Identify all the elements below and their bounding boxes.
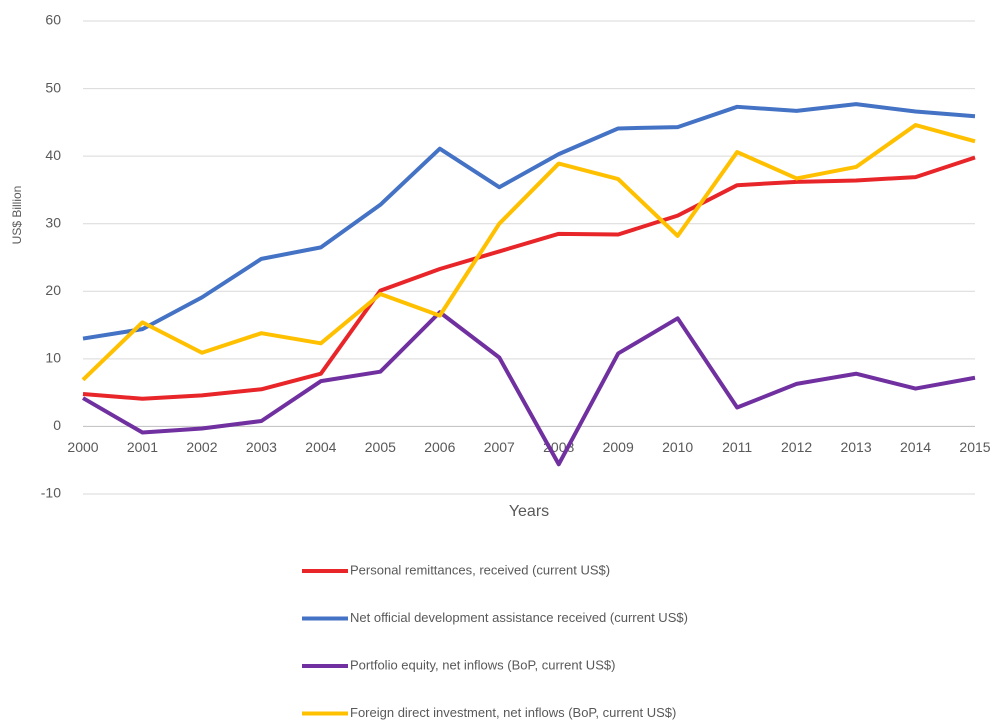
y-tick-label: 20 — [45, 282, 61, 298]
series-line — [81, 310, 976, 467]
x-tick-label: 2006 — [424, 439, 455, 455]
x-tick-label: 2007 — [484, 439, 515, 455]
legend-label: Portfolio equity, net inflows (BoP, curr… — [350, 657, 615, 672]
series-line — [82, 155, 976, 401]
x-tick-label: 2009 — [603, 439, 634, 455]
y-tick-label: 0 — [53, 417, 61, 433]
x-tick-label: 2010 — [662, 439, 693, 455]
x-tick-label: 2012 — [781, 439, 812, 455]
y-tick-label: 30 — [45, 214, 61, 230]
x-tick-label: 2011 — [722, 439, 752, 455]
y-axis-label: US$ Billion — [10, 186, 24, 245]
y-tick-label: -10 — [41, 485, 61, 501]
y-tick-label: 40 — [45, 147, 61, 163]
x-tick-label: 2013 — [840, 439, 871, 455]
x-tick-label: 2000 — [67, 439, 98, 455]
y-tick-label: 50 — [45, 79, 61, 95]
x-axis-label: Years — [509, 503, 549, 520]
y-tick-label: 10 — [45, 350, 61, 366]
legend-label: Personal remittances, received (current … — [350, 562, 610, 577]
x-tick-label: 2005 — [365, 439, 396, 455]
x-tick-label: 2003 — [246, 439, 277, 455]
series-line — [82, 102, 976, 341]
x-tick-label: 2015 — [959, 439, 990, 455]
legend-label: Net official development assistance rece… — [350, 610, 688, 625]
x-tick-label: 2014 — [900, 439, 931, 455]
legend-label: Foreign direct investment, net inflows (… — [350, 705, 676, 720]
x-tick-label: 2004 — [305, 439, 336, 455]
series-line — [81, 123, 976, 382]
x-tick-label: 2001 — [127, 439, 158, 455]
x-tick-label: 2002 — [186, 439, 217, 455]
y-tick-label: 60 — [45, 12, 61, 28]
